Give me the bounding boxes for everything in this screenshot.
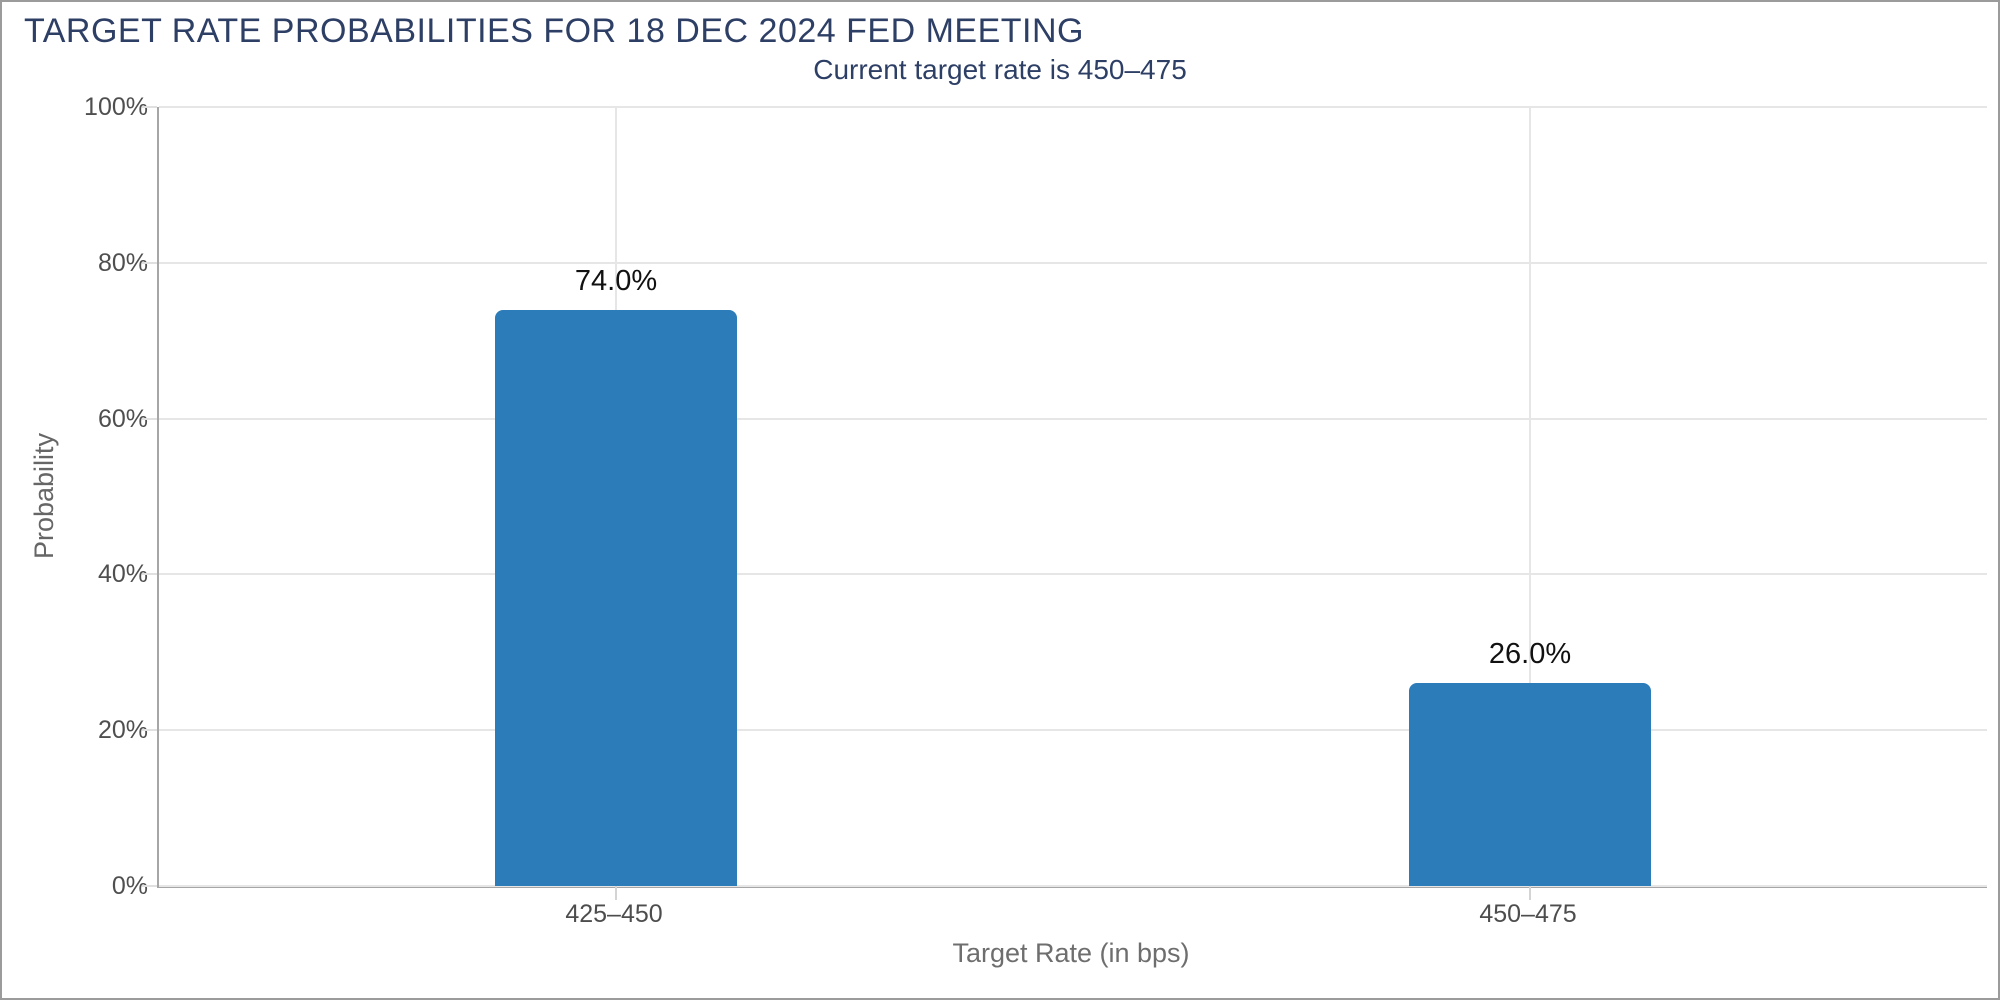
x-axis-title: Target Rate (in bps) xyxy=(952,938,1190,968)
y-tick-label: 60% xyxy=(97,404,148,433)
x-tick-label: 450–475 xyxy=(1479,900,1577,928)
bar-value-label: 26.0% xyxy=(1488,638,1572,671)
y-tick-mark xyxy=(142,729,157,732)
y-tick-label: 20% xyxy=(97,716,148,745)
y-tick-mark xyxy=(142,261,157,264)
y-tick-label: 100% xyxy=(84,93,148,121)
y-gridline xyxy=(159,417,1987,420)
y-tick-mark xyxy=(142,885,157,887)
y-tick-label: 40% xyxy=(97,560,148,589)
bar-425–450[interactable] xyxy=(495,309,737,886)
bar-value-label: 74.0% xyxy=(574,264,658,297)
plot-area: 74.0% 26.0% xyxy=(142,106,1987,900)
y-gridline xyxy=(159,729,1987,732)
y-tick-label: 0% xyxy=(111,872,148,900)
y-gridline xyxy=(159,573,1987,576)
y-tick-mark xyxy=(142,106,157,108)
y-tick-label: 80% xyxy=(97,248,148,277)
y-tick-mark xyxy=(142,573,157,576)
y-tick-mark xyxy=(142,417,157,420)
x-gridline xyxy=(1529,107,1531,886)
chart-subtitle: Current target rate is 450–475 xyxy=(813,54,1187,85)
y-gridline xyxy=(159,106,1987,108)
x-tick-mark xyxy=(1529,886,1531,900)
bar-450–475[interactable] xyxy=(1409,683,1651,886)
chart-title: TARGET RATE PROBABILITIES FOR 18 DEC 202… xyxy=(24,12,1084,50)
y-axis-tick-labels: 0% 20% 40% 60% 80% 100% xyxy=(2,93,148,900)
x-tick-mark xyxy=(615,886,617,900)
x-tick-label: 425–450 xyxy=(565,900,663,928)
x-axis-tick-labels: 425–450 450–475 xyxy=(157,900,1985,932)
y-gridline xyxy=(159,885,1987,887)
y-gridline xyxy=(159,261,1987,264)
